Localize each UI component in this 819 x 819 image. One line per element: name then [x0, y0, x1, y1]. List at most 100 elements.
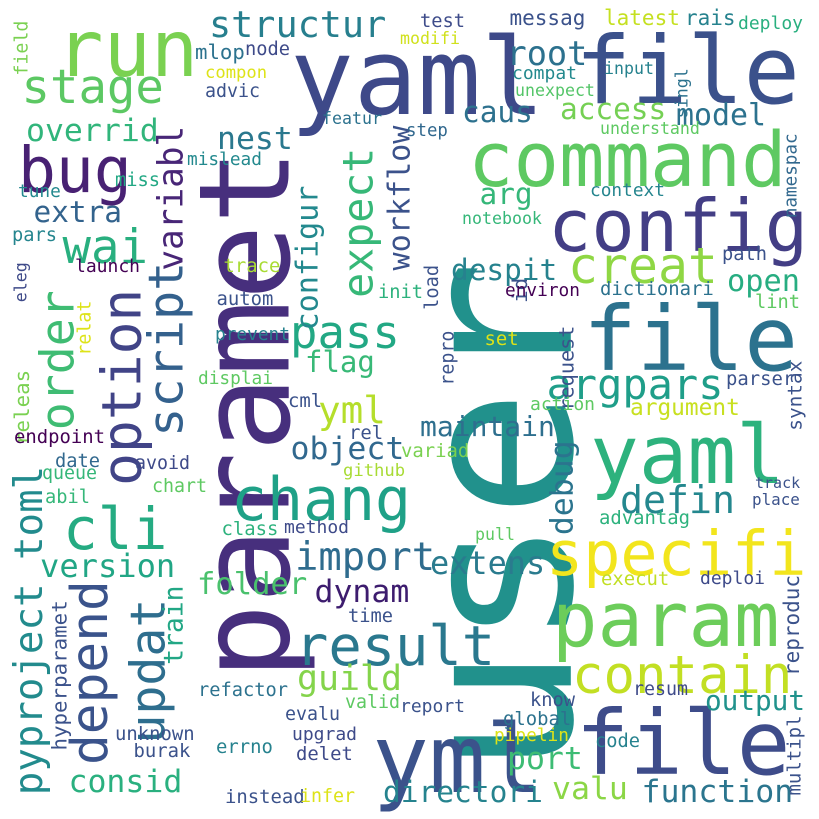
word-cloud-word: yaml: [290, 15, 545, 139]
word-cloud-word: param: [552, 576, 780, 664]
word-cloud-word: launch: [75, 256, 141, 277]
word-cloud-word: method: [284, 517, 350, 538]
word-cloud-word: miss: [115, 169, 161, 191]
word-cloud-word: messag: [509, 5, 586, 30]
word-cloud-word: context: [590, 180, 665, 201]
word-cloud-word: lint: [755, 291, 801, 313]
word-cloud-word: unknown: [115, 722, 195, 745]
word-cloud-word: infer: [300, 786, 356, 807]
word-cloud-word: compat: [512, 63, 578, 84]
word-cloud-word: queue: [42, 463, 98, 484]
word-cloud-word: parser: [726, 367, 795, 390]
word-cloud-word: trace: [223, 254, 281, 277]
word-cloud-word: argument: [630, 394, 740, 421]
word-cloud-word: autom: [216, 287, 274, 310]
word-cloud-word: defin: [620, 478, 735, 523]
word-cloud-word: maintain: [420, 409, 555, 443]
word-cloud-word: place: [752, 490, 800, 509]
word-cloud-word: hyperparamet: [47, 599, 72, 751]
word-cloud-word: depend: [59, 580, 120, 766]
word-cloud-word: path: [722, 243, 768, 265]
word-cloud-word: action: [530, 394, 596, 415]
word-cloud-word: node: [245, 38, 291, 60]
word-cloud-word: know: [530, 689, 576, 711]
word-cloud-word: specifi: [546, 518, 807, 590]
word-cloud-word: yml: [318, 388, 386, 432]
word-cloud-word: output: [705, 684, 806, 717]
word-cloud-word: errno: [216, 735, 273, 758]
word-cloud-word: structur: [209, 3, 387, 46]
word-cloud-word: prevent: [215, 324, 290, 345]
word-cloud-word: multipl: [783, 714, 806, 796]
word-cloud-word: track: [755, 473, 801, 492]
word-cloud-word: contain: [572, 644, 793, 706]
word-cloud-word: endpoint: [14, 425, 105, 448]
word-cloud-word: bug: [18, 133, 132, 207]
word-cloud-word: config: [548, 183, 809, 268]
word-cloud-word: valu: [552, 771, 628, 807]
word-cloud-word: dynam: [314, 574, 410, 610]
word-cloud-word: rais: [685, 5, 736, 30]
word-cloud-word: mlop: [195, 39, 245, 64]
word-cloud-word: advic: [205, 81, 261, 102]
word-cloud-word: script: [137, 261, 194, 437]
word-cloud-word: refactor: [198, 679, 289, 701]
word-cloud-word: latest: [604, 5, 680, 30]
word-cloud-word: creat: [568, 237, 718, 295]
word-cloud-word: date: [55, 450, 101, 472]
word-cloud-word: delet: [296, 742, 353, 765]
word-cloud-word: modifi: [400, 28, 460, 48]
word-cloud-word: root: [506, 34, 588, 73]
word-cloud-word: pass: [290, 305, 400, 359]
word-cloud-word: pull: [475, 524, 515, 544]
word-cloud-word: file: [583, 288, 799, 392]
word-cloud-word: run: [56, 3, 199, 95]
word-cloud-word: arg: [479, 176, 533, 211]
word-cloud-word: avoid: [135, 453, 191, 474]
word-cloud-word: folder: [197, 566, 308, 602]
word-cloud-word: yml: [372, 704, 543, 815]
word-cloud-word: reproduc: [779, 574, 804, 676]
word-cloud-word: syntax: [783, 360, 807, 431]
word-cloud-word: mislead: [187, 149, 262, 170]
word-cloud-word: file: [575, 692, 791, 796]
word-cloud-word: cli: [63, 494, 168, 563]
word-cloud-word: guild: [297, 659, 403, 699]
word-cloud-word: github: [343, 460, 406, 481]
word-cloud-word: tune: [18, 181, 61, 202]
word-cloud-word: command: [468, 116, 787, 204]
word-cloud-word: stage: [21, 60, 164, 115]
word-cloud-word: resum: [633, 679, 689, 700]
word-cloud-word: configur: [289, 185, 325, 331]
word-cloud-word: debug: [544, 439, 581, 535]
word-cloud-word: valid: [345, 692, 401, 713]
word-cloud-word: init: [378, 281, 424, 303]
word-cloud-word: workflow: [382, 125, 418, 271]
word-cloud-word: nest: [217, 121, 293, 157]
word-cloud-word: instead: [225, 785, 305, 808]
word-cloud-word: import: [295, 534, 436, 580]
word-cloud-word: dictionari: [600, 277, 714, 300]
word-cloud-word: evalu: [285, 704, 341, 725]
word-cloud-word: file: [575, 16, 800, 126]
word-cloud-word: version: [40, 547, 176, 585]
word-cloud-word: unexpect: [515, 80, 595, 100]
word-cloud-word: burak: [133, 739, 191, 762]
word-cloud-word: chart: [152, 476, 208, 497]
word-cloud-word: environ: [505, 280, 580, 301]
word-cloud-word: eleg: [11, 261, 31, 302]
word-cloud-word: access: [560, 91, 667, 126]
word-cloud-word: time: [348, 605, 394, 627]
word-cloud-word: test: [420, 10, 466, 32]
word-cloud-word: step: [406, 120, 448, 141]
word-cloud-word: result: [295, 614, 496, 679]
word-cloud-word: relat: [73, 300, 95, 356]
word-cloud-word: yaml: [590, 408, 785, 503]
word-cloud-word: argpars: [546, 360, 724, 409]
word-cloud-word: pars: [12, 224, 58, 246]
word-cloud-word: wai: [62, 220, 148, 275]
word-cloud-word: consid: [68, 764, 183, 800]
word-cloud-word: abil: [45, 486, 91, 508]
word-cloud-word: execut: [601, 567, 670, 590]
word-cloud-word: despit: [451, 252, 558, 287]
